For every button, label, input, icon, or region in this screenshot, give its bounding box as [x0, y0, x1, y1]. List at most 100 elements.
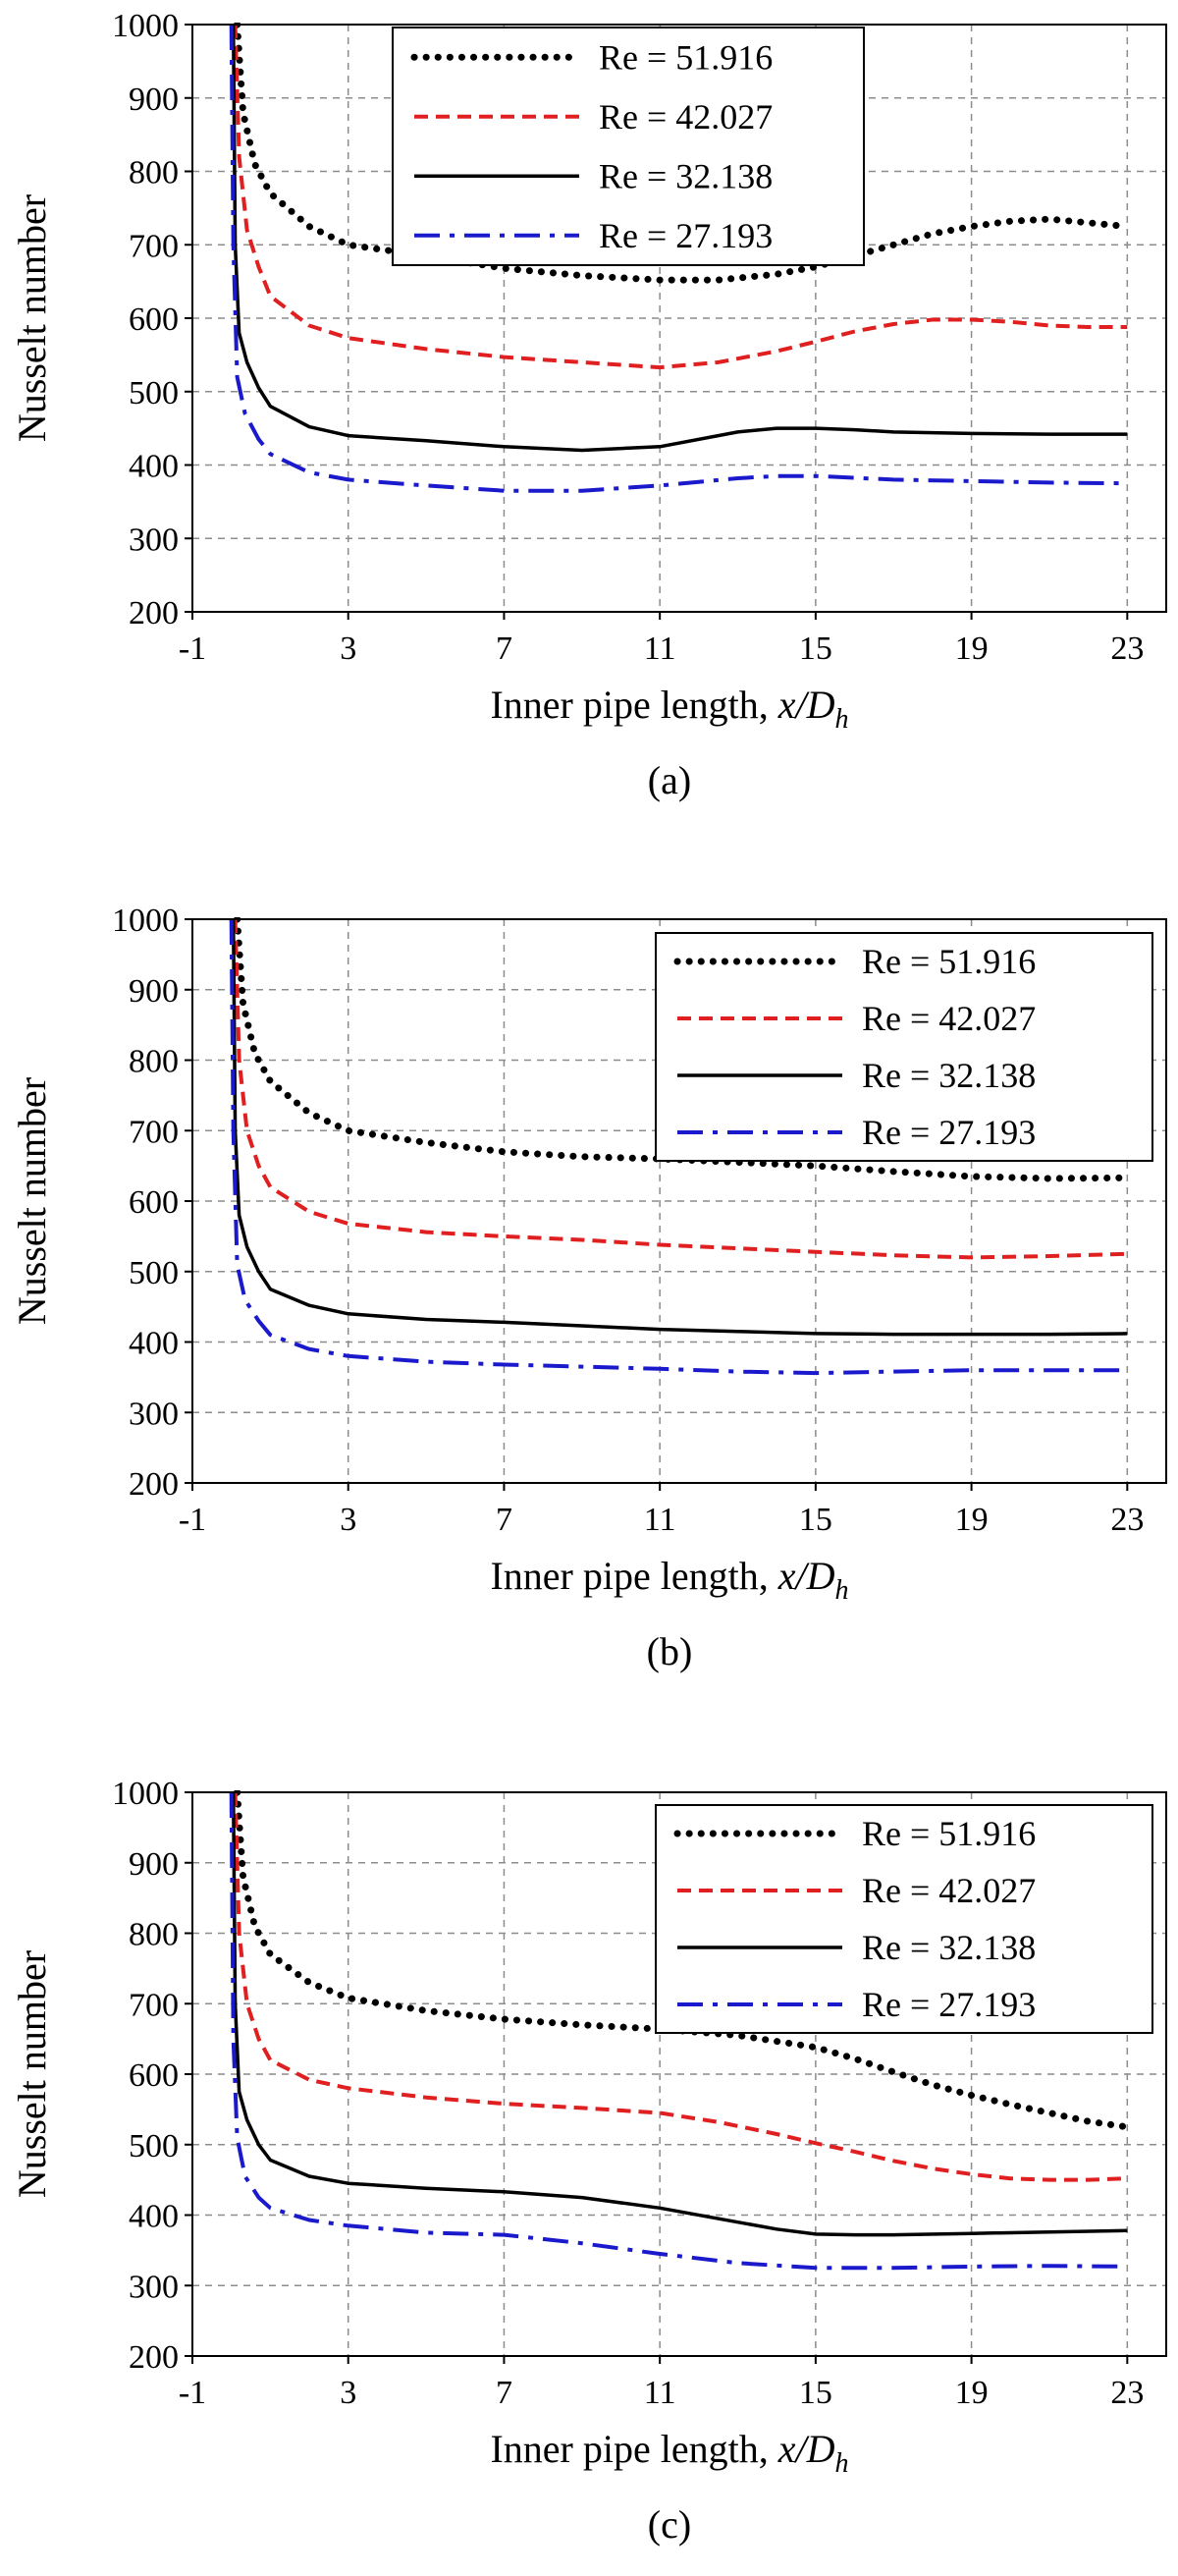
x-tick-label: 15: [799, 630, 832, 667]
x-axis-label: Inner pipe length, x/Dh: [490, 1554, 848, 1606]
y-axis-label: Nusselt number: [10, 1077, 54, 1325]
x-tick-label: 23: [1110, 1502, 1144, 1538]
panel-label: (a): [648, 758, 691, 802]
x-tick-label: 19: [955, 630, 989, 667]
y-tick-label: 1000: [112, 1776, 179, 1812]
x-axis-label-text: Inner pipe length,: [490, 1554, 777, 1598]
series-line-dashed: [233, 918, 1128, 1260]
series-line-dashed: [233, 24, 1128, 370]
y-tick-label: 600: [129, 301, 179, 338]
x-tick-label: 7: [496, 1502, 512, 1538]
x-tick-label: 15: [799, 1502, 832, 1538]
legend-entry-label: Re = 32.138: [862, 1056, 1036, 1095]
y-tick-label: 800: [129, 1917, 179, 1953]
y-tick-label: 400: [129, 449, 179, 485]
y-axis-label: Nusselt number: [10, 194, 54, 442]
x-axis-label-subscript: h: [835, 2448, 849, 2479]
y-tick-label: 900: [129, 82, 179, 118]
x-tick-label: 3: [340, 630, 356, 667]
y-axis-label: Nusselt number: [10, 1950, 54, 2198]
y-tick-label: 700: [129, 1114, 179, 1150]
legend-entry-label: Re = 42.027: [862, 1871, 1036, 1910]
y-tick-label: 600: [129, 1184, 179, 1221]
series-line-dotted: [234, 917, 1131, 1182]
series-line-dotted: [234, 23, 1131, 284]
y-tick-label: 600: [129, 2057, 179, 2094]
y-tick-label: 400: [129, 2199, 179, 2235]
x-tick-label: 15: [799, 2375, 832, 2411]
plot-area: [229, 1790, 1131, 2271]
panel-label: (c): [648, 2502, 691, 2547]
legend-entry-label: Re = 51.916: [862, 1814, 1036, 1853]
x-axis-label-subscript: h: [835, 1575, 849, 1606]
x-tick-label: 19: [955, 2375, 989, 2411]
y-tick-label: 700: [129, 1987, 179, 2023]
x-tick-label: 7: [496, 2375, 512, 2411]
y-tick-label: 700: [129, 228, 179, 264]
x-tick-label: 11: [644, 1502, 676, 1538]
panel-label: (b): [647, 1629, 693, 1673]
x-tick-label: 3: [340, 2375, 356, 2411]
x-tick-label: 11: [644, 2375, 676, 2411]
x-axis-label-subscript: h: [835, 704, 849, 735]
x-tick-label: 3: [340, 1502, 356, 1538]
legend-entry-label: Re = 42.027: [599, 97, 773, 137]
legend-entry-label: Re = 51.916: [862, 942, 1036, 981]
y-tick-label: 900: [129, 1846, 179, 1883]
series-line-solid: [231, 918, 1128, 1337]
y-tick-label: 500: [129, 1255, 179, 1291]
chart-panel-1: -1 3 7 11 15 19 23 200 300 400 500 600 700 800 900 1000…: [10, 8, 1167, 802]
legend-box: [655, 932, 1153, 1162]
y-tick-label: 300: [129, 1396, 179, 1432]
series-line-dashed: [233, 1791, 1128, 2182]
legend-entry-label: Re = 32.138: [862, 1928, 1036, 1967]
series-line-dotted: [234, 1790, 1131, 2131]
legend-entry-label: Re = 32.138: [599, 156, 773, 195]
legend-entry-label: Re = 27.193: [862, 1985, 1036, 2024]
y-tick-label: 300: [129, 2269, 179, 2305]
y-tick-label: 200: [129, 2339, 179, 2376]
x-tick-label: 7: [496, 630, 512, 667]
y-tick-label: 500: [129, 2128, 179, 2165]
x-axis-label-text: Inner pipe length,: [490, 2427, 777, 2471]
x-axis-label-text: Inner pipe length,: [490, 683, 777, 727]
legend-box: [392, 27, 865, 266]
plot-area: [229, 917, 1131, 1376]
x-tick-label: 11: [644, 630, 676, 667]
y-tick-label: 300: [129, 521, 179, 558]
y-tick-label: 900: [129, 973, 179, 1010]
x-tick-label: 23: [1110, 630, 1144, 667]
chart-panel-3: -1 3 7 11 15 19 23 200 300 400 500 600 700 800 900 1000…: [10, 1776, 1167, 2547]
y-tick-label: 500: [129, 375, 179, 411]
legend-entry-label: Re = 27.193: [862, 1113, 1036, 1152]
series-line-dashdot: [229, 24, 1128, 493]
x-tick-label: 23: [1110, 2375, 1144, 2411]
x-axis-label: Inner pipe length, x/Dh: [490, 2427, 848, 2479]
legend-entry-label: Re = 27.193: [599, 216, 773, 255]
legend-box: [655, 1804, 1153, 2034]
y-tick-label: 400: [129, 1326, 179, 1362]
y-tick-label: 200: [129, 1466, 179, 1503]
legend-entry-label: Re = 42.027: [862, 999, 1036, 1038]
x-axis-label-var: x/D: [777, 2427, 835, 2471]
legend: Re = 51.916 Re = 42.027 Re = 32.138 Re = 27…: [655, 932, 1153, 1162]
x-tick-label: -1: [179, 2375, 206, 2411]
chart-panel-2: -1 3 7 11 15 19 23 200 300 400 500 600 700 800 900 1000…: [10, 903, 1167, 1673]
x-tick-label: -1: [179, 1502, 206, 1538]
legend: Re = 51.916 Re = 42.027 Re = 32.138 Re = 27…: [655, 1804, 1153, 2034]
series-line-dashdot: [229, 918, 1128, 1376]
series-line-dashdot: [229, 1791, 1128, 2271]
y-tick-label: 1000: [112, 903, 179, 939]
y-tick-label: 200: [129, 595, 179, 631]
series-line-solid: [231, 1791, 1128, 2237]
x-axis-label-var: x/D: [777, 683, 835, 727]
plot-area: [229, 23, 1131, 493]
legend: Re = 51.916 Re = 42.027 Re = 32.138 Re = 27…: [392, 27, 865, 266]
x-axis-label: Inner pipe length, x/Dh: [490, 683, 848, 735]
x-tick-label: -1: [179, 630, 206, 667]
y-tick-label: 1000: [112, 8, 179, 44]
series-line-solid: [231, 24, 1128, 453]
x-tick-label: 19: [955, 1502, 989, 1538]
legend-entry-label: Re = 51.916: [599, 37, 773, 77]
